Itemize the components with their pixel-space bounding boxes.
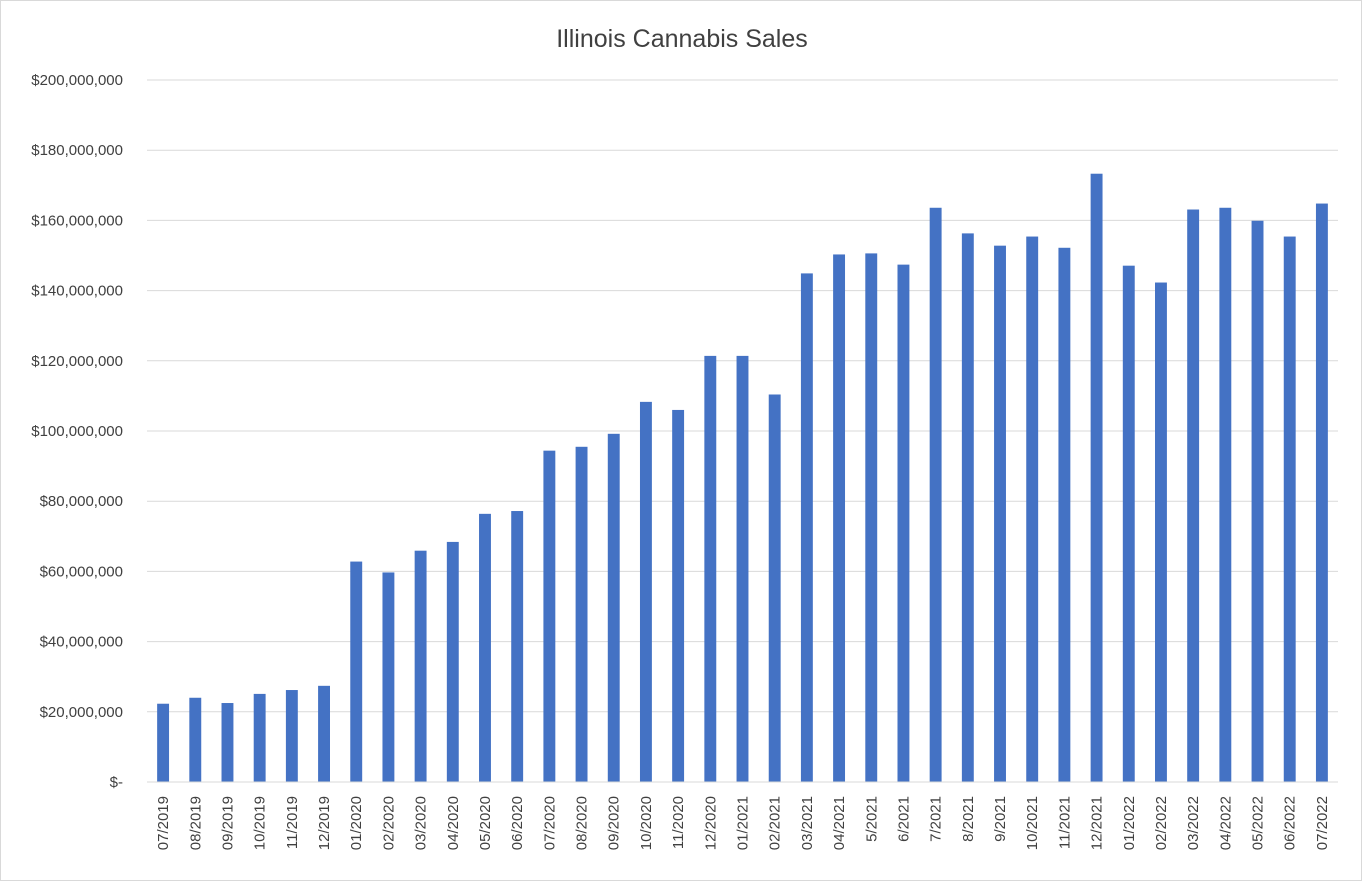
x-tick-label: 01/2020 (348, 796, 365, 850)
bar-03/2021 (800, 273, 813, 782)
x-tick-label: 03/2022 (1185, 796, 1202, 850)
x-tick-label: 11/2020 (670, 796, 687, 849)
x-tick-label: 05/2022 (1250, 796, 1267, 850)
x-tick-label: 10/2021 (1024, 796, 1041, 850)
bar-05/2022 (1251, 220, 1264, 783)
bar-02/2020 (382, 572, 395, 782)
bar-04/2022 (1219, 207, 1232, 782)
bar-10/2021 (1026, 236, 1039, 782)
x-tick-label: 04/2021 (831, 796, 848, 850)
x-tick-label: 10/2020 (638, 796, 655, 850)
y-tick-label: $80,000,000 (40, 493, 123, 510)
bar-9/2021 (994, 245, 1006, 782)
x-tick-label: 06/2020 (509, 796, 526, 850)
bar-02/2021 (768, 394, 781, 782)
x-tick-label: 9/2021 (992, 796, 1009, 842)
y-axis-ticks: $- $20,000,000 $40,000,000 $60,000,000 $80,0… (31, 72, 123, 791)
x-tick-label: 12/2020 (702, 796, 719, 850)
bar-07/2019 (157, 703, 170, 782)
bar-03/2020 (414, 550, 427, 782)
x-tick-label: 01/2022 (1121, 796, 1138, 850)
y-tick-label: $180,000,000 (31, 142, 123, 159)
x-tick-label: 09/2019 (219, 796, 236, 850)
y-tick-label: $200,000,000 (31, 72, 123, 89)
x-tick-label: 08/2019 (187, 796, 204, 850)
x-tick-label: 06/2022 (1282, 796, 1299, 850)
bar-09/2019 (221, 703, 234, 782)
bar-08/2019 (189, 697, 202, 782)
x-tick-label: 03/2021 (799, 796, 816, 850)
x-tick-label: 09/2020 (606, 796, 623, 850)
x-tick-label: 5/2021 (863, 796, 880, 842)
bar-11/2021 (1058, 247, 1071, 782)
chart-title: Illinois Cannabis Sales (556, 25, 808, 53)
x-tick-label: 10/2019 (252, 796, 269, 850)
bar-07/2022 (1315, 203, 1328, 782)
x-tick-label: 12/2021 (1089, 796, 1106, 850)
x-tick-label: 12/2019 (316, 796, 333, 850)
y-tick-label: $60,000,000 (40, 563, 123, 580)
bar-11/2019 (285, 690, 298, 782)
x-tick-label: 8/2021 (960, 796, 977, 842)
bar-03/2022 (1187, 209, 1200, 783)
x-tick-label: 04/2020 (445, 796, 462, 850)
x-axis-ticks: 07/2019 08/2019 09/2019 10/2019 11/2019 12/20… (155, 796, 1331, 850)
x-tick-label: 01/2021 (735, 796, 752, 850)
x-tick-label: 07/2022 (1314, 796, 1331, 850)
x-tick-label: 02/2020 (380, 796, 397, 850)
bar-01/2020 (350, 561, 363, 782)
bar-01/2021 (736, 355, 749, 782)
bar-5/2021 (865, 253, 878, 783)
x-tick-label: 11/2021 (1056, 796, 1073, 849)
y-tick-label: $100,000,000 (31, 423, 123, 440)
y-tick-label: $20,000,000 (40, 704, 123, 721)
x-tick-label: 02/2022 (1153, 796, 1170, 850)
bar-05/2020 (479, 513, 491, 782)
bar-09/2020 (607, 433, 620, 782)
bars (157, 173, 1328, 783)
x-tick-label: 7/2021 (928, 796, 945, 842)
y-tick-label: $160,000,000 (31, 212, 123, 229)
x-tick-label: 08/2020 (574, 796, 591, 850)
bar-04/2021 (833, 254, 846, 782)
bar-11/2020 (672, 409, 685, 782)
bar-12/2019 (318, 685, 330, 782)
x-tick-label: 04/2022 (1217, 796, 1234, 850)
bar-08/2020 (575, 446, 588, 782)
y-tick-label: $40,000,000 (40, 634, 123, 651)
bar-07/2020 (543, 450, 556, 782)
x-tick-label: 05/2020 (477, 796, 494, 850)
x-tick-label: 07/2019 (155, 796, 172, 850)
bar-06/2020 (511, 511, 524, 782)
x-tick-label: 6/2021 (895, 796, 912, 842)
bar-7/2021 (929, 207, 942, 782)
x-tick-label: 11/2019 (284, 796, 301, 849)
bar-02/2022 (1155, 282, 1167, 782)
bar-6/2021 (897, 264, 910, 783)
x-tick-label: 07/2020 (541, 796, 558, 850)
bar-8/2021 (961, 233, 974, 783)
y-tick-label: $- (110, 774, 123, 791)
bar-10/2020 (639, 401, 652, 782)
y-tick-label: $120,000,000 (31, 353, 123, 370)
bar-04/2020 (446, 541, 459, 782)
bar-12/2021 (1090, 173, 1103, 783)
x-tick-label: 02/2021 (767, 796, 784, 850)
bar-01/2022 (1122, 265, 1135, 783)
bar-10/2019 (253, 693, 266, 782)
x-tick-label: 03/2020 (413, 796, 430, 850)
y-tick-label: $140,000,000 (31, 283, 123, 300)
bar-06/2022 (1283, 236, 1296, 782)
bar-12/2020 (704, 355, 717, 782)
